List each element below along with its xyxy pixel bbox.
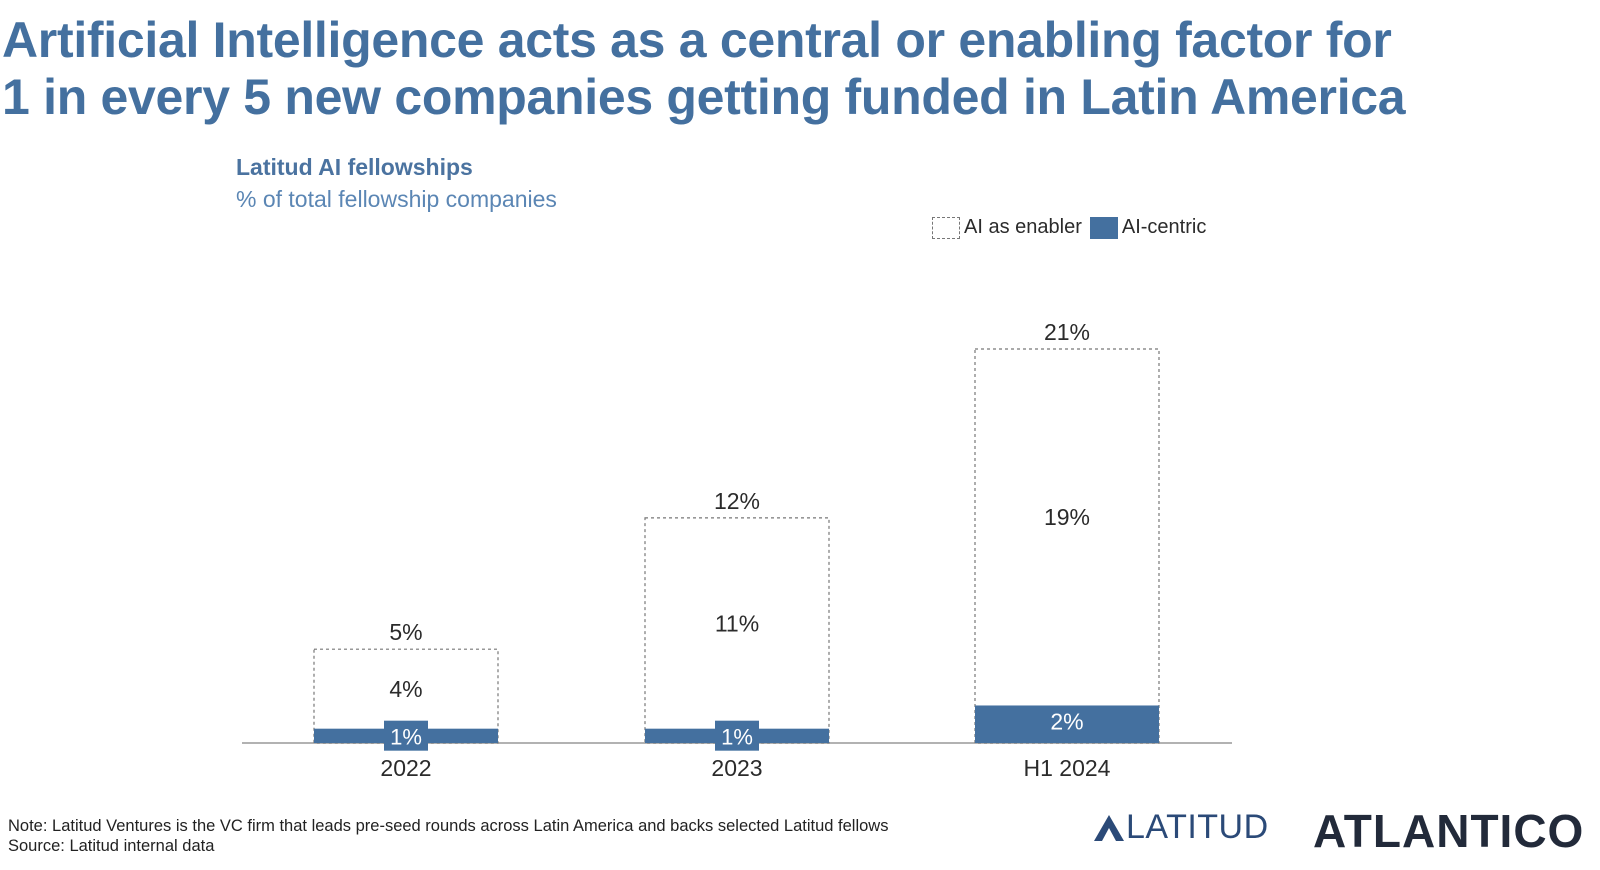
latitud-logo-text: LATITUD: [1126, 808, 1269, 846]
chart-title: Latitud AI fellowships: [236, 154, 473, 180]
bar-centric-label-2: 2%: [1050, 708, 1083, 734]
bar-enabler-label-0: 4%: [389, 676, 422, 702]
bar-total-label-2: 21%: [1044, 319, 1090, 345]
bar-total-label-1: 12%: [714, 488, 760, 514]
bar-total-label-0: 5%: [389, 619, 422, 645]
bar-centric-label-0: 1%: [390, 725, 422, 750]
page-title-line-1: Artificial Intelligence acts as a centra…: [2, 12, 1392, 68]
footnote-note: Note: Latitud Ventures is the VC firm th…: [8, 817, 889, 835]
latitud-triangle-icon: [1094, 814, 1124, 841]
footnote-source: Source: Latitud internal data: [8, 837, 215, 855]
chart-subtitle: % of total fellowship companies: [236, 186, 557, 212]
footnote: Note: Latitud Ventures is the VC firm th…: [8, 816, 888, 856]
bar-centric-label-bg-1: [715, 720, 759, 751]
x-tick-label-1: 2023: [711, 755, 762, 781]
latitud-logo: LATITUD: [1092, 808, 1269, 847]
chart-legend: AI as enabler AI-centric: [932, 216, 1206, 239]
legend-swatch-centric: [1089, 216, 1118, 239]
page-title-line-2: 1 in every 5 new companies getting funde…: [2, 69, 1406, 125]
x-tick-label-0: 2022: [380, 755, 431, 781]
x-tick-label-2: H1 2024: [1024, 755, 1111, 781]
legend-label-centric: AI-centric: [1121, 216, 1207, 238]
bar-enabler-1: [644, 517, 830, 744]
legend-swatch-enabler: [932, 216, 960, 239]
atlantico-logo: ATLANTICO: [1313, 805, 1585, 857]
legend-label-enabler: AI as enabler: [964, 216, 1082, 238]
page-title: Artificial Intelligence acts as a centra…: [2, 12, 1562, 126]
bar-centric-2: [975, 705, 1159, 743]
bar-centric-label-bg-0: [384, 720, 428, 751]
bar-enabler-2: [974, 348, 1160, 744]
bar-enabler-label-1: 11%: [715, 610, 759, 636]
bar-enabler-label-2: 19%: [1044, 504, 1090, 530]
bar-centric-label-1: 1%: [721, 725, 753, 750]
